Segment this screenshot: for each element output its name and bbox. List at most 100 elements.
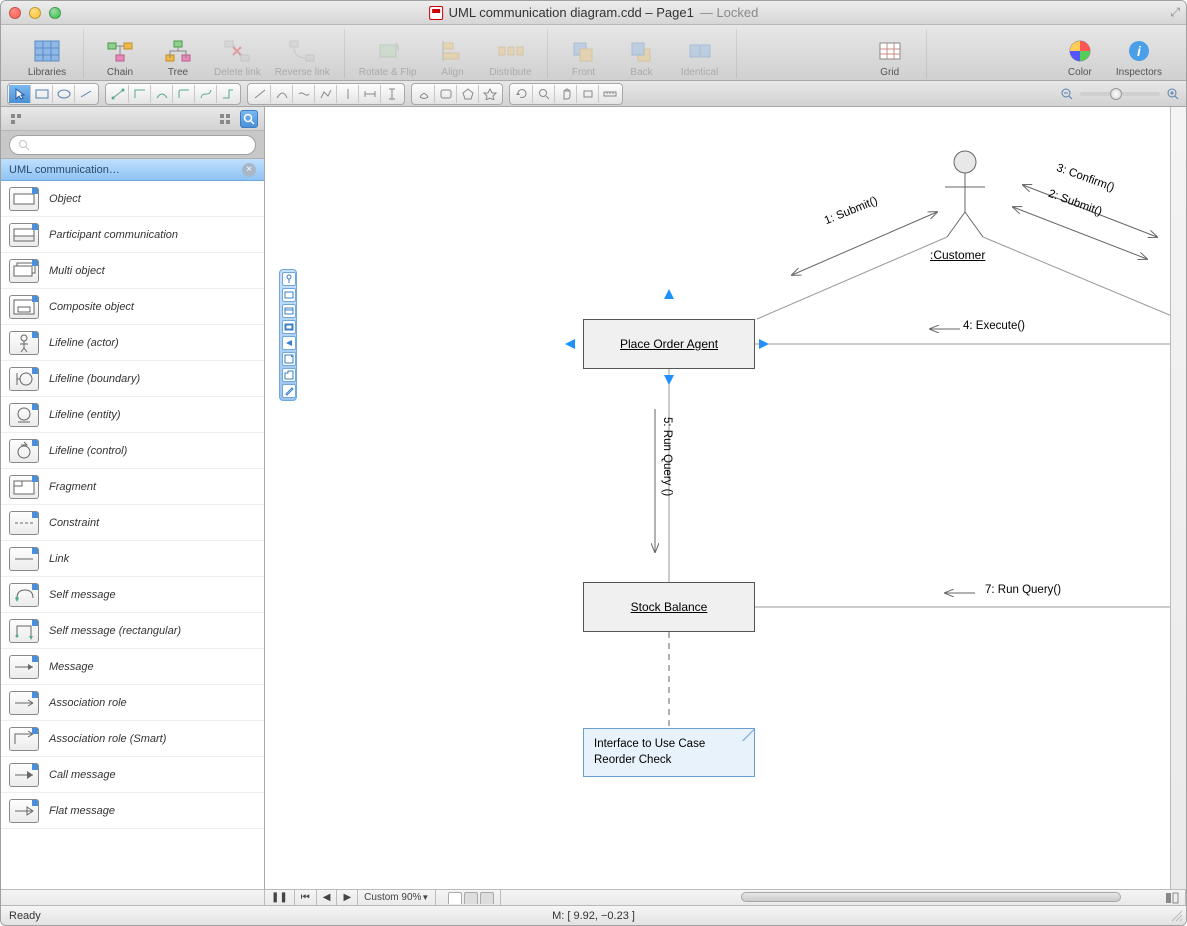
toolbar-tree-button[interactable]: Tree xyxy=(156,37,200,78)
toolbar-align-button[interactable]: Align xyxy=(431,37,475,78)
zoom-level-dropdown[interactable]: Custom 90% ▼ xyxy=(358,890,436,905)
line-tool[interactable] xyxy=(75,85,97,103)
crop-tool[interactable] xyxy=(577,85,599,103)
mp-actor-icon[interactable] xyxy=(282,272,296,286)
shape-star[interactable] xyxy=(479,85,501,103)
zoom-tool[interactable] xyxy=(533,85,555,103)
shape-item[interactable]: Association role xyxy=(1,685,264,721)
mp-rect2-icon[interactable] xyxy=(282,304,296,318)
mini-palette[interactable] xyxy=(279,269,297,401)
toolbar-libraries-button[interactable]: Libraries xyxy=(25,37,69,78)
shape-item[interactable]: Lifeline (boundary) xyxy=(1,361,264,397)
toolbar-back-button[interactable]: Back xyxy=(620,37,664,78)
shape-item[interactable]: Link xyxy=(1,541,264,577)
shape-item[interactable]: Fragment xyxy=(1,469,264,505)
window-close-button[interactable] xyxy=(9,7,21,19)
line-vertical[interactable] xyxy=(337,85,359,103)
refresh-tool[interactable] xyxy=(511,85,533,103)
line-dimension[interactable] xyxy=(359,85,381,103)
shape-item[interactable]: Lifeline (entity) xyxy=(1,397,264,433)
pointer-tool[interactable] xyxy=(9,85,31,103)
page-first-button[interactable]: ⏮ xyxy=(295,890,317,905)
zoom-slider-thumb[interactable] xyxy=(1110,88,1122,100)
shape-poly[interactable] xyxy=(457,85,479,103)
shape-item[interactable]: Composite object xyxy=(1,289,264,325)
toolbar-distribute-button[interactable]: Distribute xyxy=(489,37,533,78)
panel-tree-icon[interactable] xyxy=(7,110,25,128)
panel-search-icon[interactable] xyxy=(240,110,258,128)
connector-ortho[interactable] xyxy=(129,85,151,103)
page-prev-button[interactable]: ◀ xyxy=(317,890,338,905)
ruler-tool[interactable] xyxy=(599,85,621,103)
connector-bezier[interactable] xyxy=(195,85,217,103)
shape-item[interactable]: Self message (rectangular) xyxy=(1,613,264,649)
line-arc[interactable] xyxy=(271,85,293,103)
mp-rect3-icon[interactable] xyxy=(282,320,296,334)
toolbar-identical-button[interactable]: Identical xyxy=(678,37,722,78)
line-height[interactable] xyxy=(381,85,403,103)
shape-free[interactable] xyxy=(413,85,435,103)
zoom-out-icon[interactable] xyxy=(1060,87,1074,101)
mp-tab-icon[interactable] xyxy=(282,368,296,382)
search-box[interactable] xyxy=(9,135,256,155)
node-place-order-agent[interactable]: Place Order Agent xyxy=(583,319,755,369)
toolbar-chain-button[interactable]: Chain xyxy=(98,37,142,78)
connector-smart[interactable] xyxy=(217,85,239,103)
hand-tool[interactable] xyxy=(555,85,577,103)
connector-direct[interactable] xyxy=(107,85,129,103)
shape-item[interactable]: Constraint xyxy=(1,505,264,541)
selection-handle-n[interactable] xyxy=(664,289,674,299)
vertical-scrollbar[interactable] xyxy=(1170,107,1186,889)
toolbar-front-button[interactable]: Front xyxy=(562,37,606,78)
library-close-icon[interactable]: × xyxy=(242,163,256,177)
ellipse-tool[interactable] xyxy=(53,85,75,103)
shape-item[interactable]: Lifeline (actor) xyxy=(1,325,264,361)
library-header[interactable]: UML communication… × xyxy=(1,159,264,181)
mp-left-icon[interactable] xyxy=(282,336,296,350)
toolbar-delete-link-button[interactable]: Delete link xyxy=(214,37,261,78)
shape-item[interactable]: Self message xyxy=(1,577,264,613)
shape-rrect[interactable] xyxy=(435,85,457,103)
page-next-button[interactable]: ▶ xyxy=(337,890,358,905)
zoom-slider-track[interactable] xyxy=(1080,92,1160,96)
canvas[interactable]: :Customer Place Order Agent Place Order … xyxy=(265,107,1170,889)
horizontal-scrollbar-thumb[interactable] xyxy=(741,892,1121,902)
search-input[interactable] xyxy=(36,139,247,151)
selection-handle-w[interactable] xyxy=(565,339,575,349)
selection-handle-e[interactable] xyxy=(759,339,769,349)
view-mode-icon[interactable] xyxy=(1159,890,1186,905)
node-stock-balance[interactable]: Stock Balance xyxy=(583,582,755,632)
page-tab-1[interactable] xyxy=(448,892,462,904)
shape-item[interactable]: Call message xyxy=(1,757,264,793)
connector-curve[interactable] xyxy=(151,85,173,103)
line-straight[interactable] xyxy=(249,85,271,103)
mp-rect-icon[interactable] xyxy=(282,288,296,302)
toolbar-grid-button[interactable]: Grid xyxy=(868,37,912,78)
selection-handle-s[interactable] xyxy=(664,375,674,385)
toolbar-rotate-flip-button[interactable]: Rotate & Flip xyxy=(359,37,417,78)
shape-item[interactable]: Flat message xyxy=(1,793,264,829)
mp-note-icon[interactable] xyxy=(282,352,296,366)
shape-item[interactable]: Association role (Smart) xyxy=(1,721,264,757)
rect-tool[interactable] xyxy=(31,85,53,103)
window-zoom-button[interactable] xyxy=(49,7,61,19)
resize-grip-icon[interactable] xyxy=(1170,909,1184,923)
panel-grid-icon[interactable] xyxy=(216,110,234,128)
page-tab-3[interactable] xyxy=(480,892,494,904)
shape-item[interactable]: Participant communication xyxy=(1,217,264,253)
shape-item[interactable]: Multi object xyxy=(1,253,264,289)
line-spline[interactable] xyxy=(293,85,315,103)
toolbar-inspectors-button[interactable]: i Inspectors xyxy=(1116,37,1162,78)
toolbar-reverse-link-button[interactable]: Reverse link xyxy=(275,37,330,78)
shape-item[interactable]: Lifeline (control) xyxy=(1,433,264,469)
shape-item[interactable]: Message xyxy=(1,649,264,685)
horizontal-scrollbar[interactable] xyxy=(501,890,1159,905)
window-minimize-button[interactable] xyxy=(29,7,41,19)
mp-pencil-icon[interactable] xyxy=(282,384,296,398)
fullscreen-icon[interactable]: ⤢ xyxy=(1170,5,1180,20)
toolbar-color-button[interactable]: Color xyxy=(1058,37,1102,78)
note-reorder-check[interactable]: Interface to Use Case Reorder Check xyxy=(583,728,755,777)
zoom-in-icon[interactable] xyxy=(1166,87,1180,101)
page-tab-2[interactable] xyxy=(464,892,478,904)
shape-list[interactable]: ObjectParticipant communicationMulti obj… xyxy=(1,181,264,889)
